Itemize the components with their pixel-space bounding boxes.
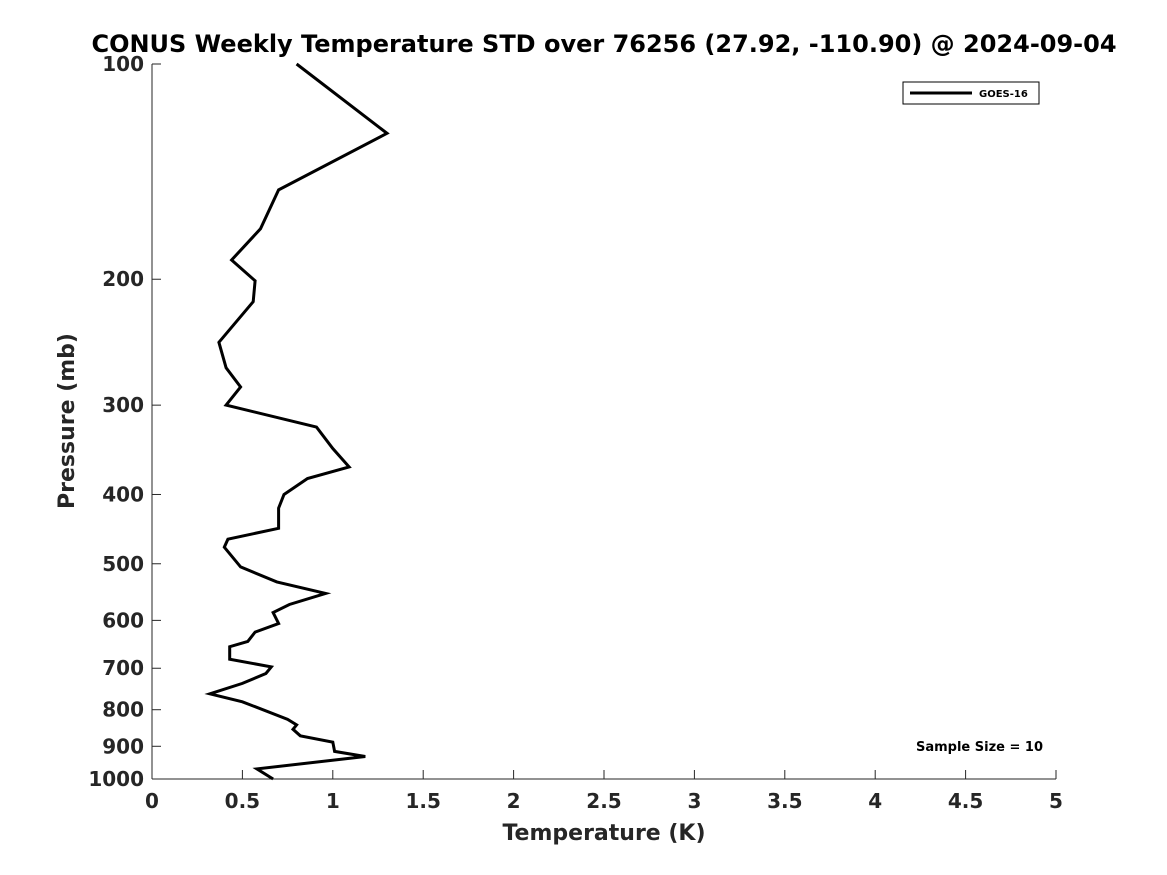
x-tick-label: 4.5 (948, 789, 983, 813)
x-tick-label: 4 (868, 789, 882, 813)
y-tick-label: 200 (102, 267, 144, 291)
y-tick-label: 500 (102, 552, 144, 576)
x-tick-label: 2.5 (586, 789, 621, 813)
x-tick-label: 0.5 (225, 789, 260, 813)
x-tick-label: 2 (507, 789, 521, 813)
y-tick-label: 600 (102, 608, 144, 632)
x-tick-label: 5 (1049, 789, 1063, 813)
y-tick-label: 300 (102, 393, 144, 417)
series-line-goes-16 (204, 62, 390, 781)
x-tick-label: 3 (687, 789, 701, 813)
chart-title: CONUS Weekly Temperature STD over 76256 … (91, 30, 1116, 58)
x-axis-label: Temperature (K) (502, 821, 705, 846)
y-tick-label: 900 (102, 734, 144, 758)
x-ticks: 0 0.5 1 1.5 2 2.5 3 3.5 4 4.5 5 (145, 770, 1063, 813)
y-tick-label: 100 (102, 52, 144, 76)
legend: GOES-16 (902, 81, 1040, 105)
x-tick-label: 0 (145, 789, 159, 813)
y-tick-label: 700 (102, 656, 144, 680)
x-tick-label: 3.5 (767, 789, 802, 813)
y-tick-label: 1000 (88, 767, 144, 791)
y-tick-label: 400 (102, 482, 144, 506)
series-layer (204, 62, 390, 781)
x-tick-label: 1 (326, 789, 340, 813)
x-tick-label: 1.5 (405, 789, 440, 813)
y-tick-label: 800 (102, 698, 144, 722)
y-ticks: 100 200 300 400 500 600 700 800 900 1000 (88, 52, 161, 791)
sample-size-annotation: Sample Size = 10 (916, 740, 1043, 755)
y-axis-label: Pressure (mb) (55, 333, 80, 509)
legend-label-goes-16: GOES-16 (979, 89, 1028, 100)
